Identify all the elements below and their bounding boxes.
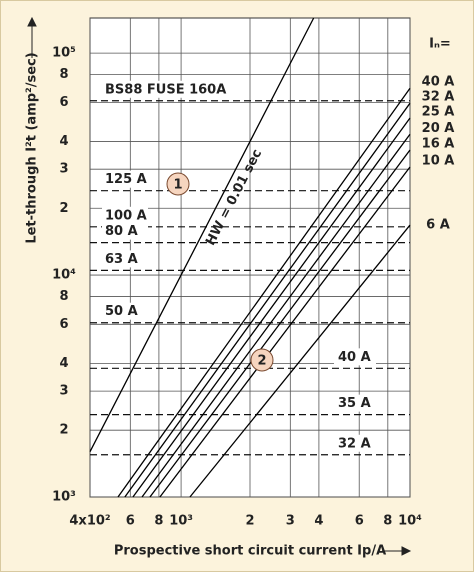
annotation: 1 — [173, 178, 182, 193]
x-axis-label: Prospective short circuit current Ip/A — [114, 544, 386, 559]
y-tick-label: 3 — [59, 162, 68, 177]
x-tick-label: 4 — [314, 514, 323, 529]
label-bg — [102, 302, 148, 320]
series-line — [132, 117, 411, 498]
y-tick-label: 10³ — [52, 490, 76, 505]
series-label: 40 A — [422, 75, 455, 90]
annotation: 2 — [257, 354, 266, 369]
reference-label: 40 A — [338, 350, 371, 365]
reference-label: 50 A — [105, 304, 138, 319]
series-line — [117, 87, 411, 498]
annotation-circle — [166, 172, 190, 196]
x-tick-label: 10⁴ — [398, 514, 422, 529]
y-tick-label: 6 — [59, 95, 68, 110]
x-tick-label: 6 — [355, 514, 364, 529]
label-bg — [102, 222, 148, 240]
label-bg — [334, 348, 376, 366]
y-tick-label: 6 — [59, 317, 68, 332]
y-tick-label: 8 — [59, 289, 68, 304]
series-label: 10 A — [422, 153, 455, 168]
label-bg — [102, 206, 148, 224]
series-line — [189, 224, 411, 498]
reference-label: 35 A — [338, 396, 371, 411]
y-tick-label: 2 — [59, 201, 68, 216]
y-tick-label: 3 — [59, 384, 68, 399]
legend-title: Iₙ= — [429, 37, 451, 52]
series-line — [141, 133, 411, 498]
y-arrow — [27, 16, 37, 58]
label-bg — [102, 80, 234, 98]
series-label: 20 A — [422, 121, 455, 136]
y-tick-label: 10⁵ — [52, 46, 76, 61]
x-tick-label: 3 — [286, 514, 295, 529]
y-axis-label: Let-through I²t (amp²/sec) — [25, 52, 40, 243]
x-tick-label: 10³ — [169, 514, 193, 529]
annotation-circle — [250, 348, 274, 372]
label-bg — [102, 170, 148, 188]
reference-label: BS88 FUSE 160A — [105, 82, 226, 97]
y-tick-label: 4 — [59, 356, 68, 371]
series-line — [149, 149, 411, 498]
series-line — [159, 166, 411, 498]
y-tick-label: 8 — [59, 67, 68, 82]
y-tick-label: 2 — [59, 423, 68, 438]
x-tick-label: 6 — [126, 514, 135, 529]
x-arrow — [382, 546, 412, 556]
label-bg — [334, 394, 376, 412]
x-tick-label: 8 — [154, 514, 163, 529]
x-tick-label: 2 — [245, 514, 254, 529]
reference-label: 32 A — [338, 436, 371, 451]
y-tick-label: 10⁴ — [52, 268, 76, 283]
reference-label: 80 A — [105, 224, 138, 239]
reference-label: 125 A — [105, 172, 147, 187]
x-tick-label: 8 — [383, 514, 392, 529]
reference-label: 100 A — [105, 208, 147, 223]
series-label: 25 A — [422, 105, 455, 120]
y-tick-label: 4 — [59, 134, 68, 149]
label-bg — [102, 250, 148, 268]
series-line — [89, 17, 315, 452]
series-label: 6 A — [426, 218, 450, 233]
label-bg — [334, 434, 376, 452]
reference-label: 63 A — [105, 252, 138, 267]
series-label: 32 A — [422, 90, 455, 105]
series-line — [124, 102, 411, 498]
series-label: 16 A — [422, 137, 455, 152]
x-tick-label: 4x10² — [69, 514, 110, 529]
